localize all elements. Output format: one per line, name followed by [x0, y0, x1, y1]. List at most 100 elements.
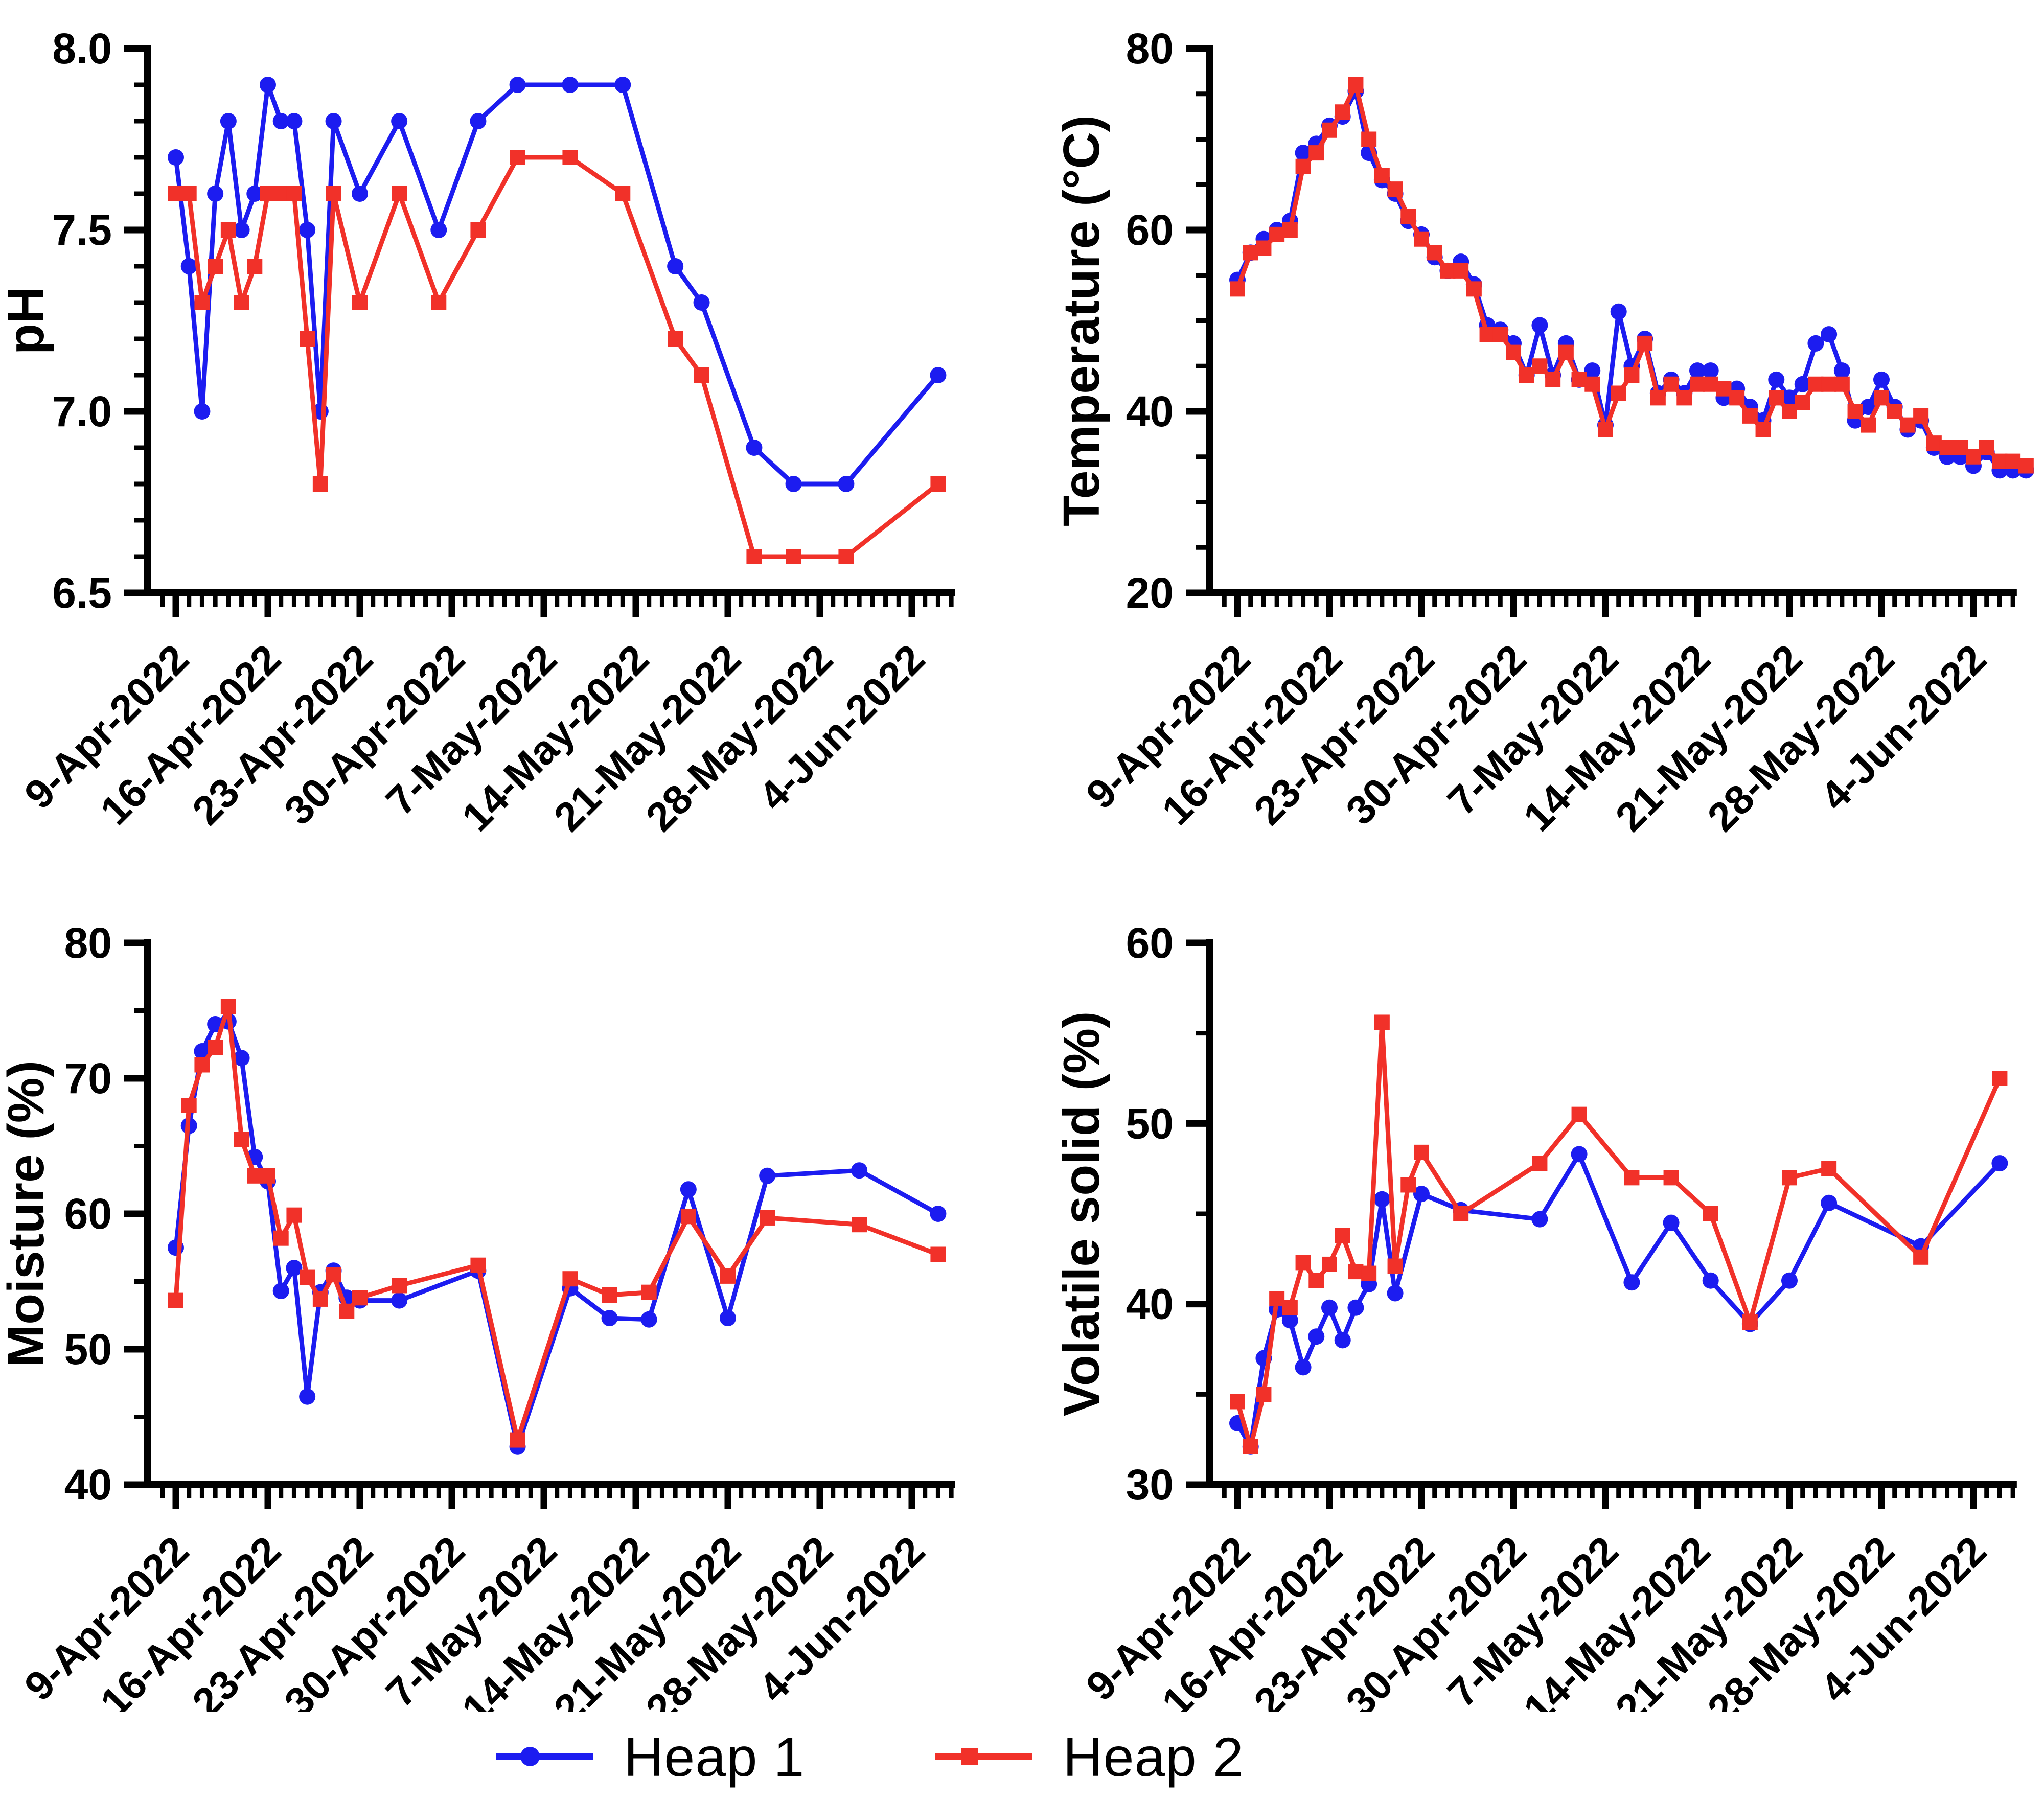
data-point-circle	[1308, 1328, 1325, 1345]
data-point-square	[680, 1209, 696, 1225]
ph-y-axis-title: pH	[0, 287, 55, 355]
data-point-square	[1887, 404, 1902, 419]
ph-chart: 6.57.07.58.09-Apr-202216-Apr-202223-Apr-…	[0, 25, 955, 840]
data-point-square	[1400, 1177, 1416, 1193]
data-point-circle	[1373, 1191, 1390, 1208]
data-point-square	[930, 476, 946, 492]
data-point-square	[1979, 440, 1994, 455]
data-point-square	[220, 999, 236, 1014]
data-point-circle	[220, 113, 237, 129]
volatile-solid-panel: 30 40 50 60 9-Apr-2022 16-Apr-2022 23-Apr-2022…	[1022, 869, 2044, 1712]
data-point-square	[668, 331, 683, 347]
data-point-square	[260, 186, 275, 201]
data-point-square	[1321, 1256, 1337, 1272]
series-line	[1235, 82, 2027, 468]
data-point-square	[1519, 367, 1534, 383]
moisture-y-axis-title: Moisture (%)	[0, 1060, 55, 1367]
data-point-circle	[1531, 1211, 1548, 1228]
data-point-square	[234, 1132, 249, 1147]
legend-label-heap-2: Heap 2	[1063, 1725, 1244, 1788]
data-point-square	[234, 295, 249, 310]
moisture-y-tick-label: 70	[64, 1054, 112, 1102]
series-line	[1235, 88, 2026, 473]
data-point-square	[1847, 404, 1863, 419]
data-point-square	[392, 1278, 407, 1294]
data-point-circle	[194, 403, 211, 420]
data-point-square	[1295, 158, 1311, 174]
data-point-square	[1269, 226, 1285, 242]
data-point-circle	[562, 77, 579, 93]
data-point-circle	[838, 476, 855, 492]
ph-series-heap-1	[168, 77, 947, 492]
legend-square	[960, 1748, 978, 1765]
temperature-y-tick-label: 40	[1126, 387, 1174, 435]
chart-grid: 6.5 7.0 7.5 8.0 9-Apr-2022 16-Apr-2022 23-Apr-…	[0, 25, 2044, 1712]
data-point-circle	[233, 222, 250, 238]
data-point-square	[1729, 390, 1745, 406]
volatile_solid-y-axis-title: Volatile solid (%)	[1053, 1011, 1110, 1417]
volatile_solid-y-tick-label: 30	[1126, 1461, 1174, 1509]
data-point-circle	[1689, 362, 1706, 379]
data-point-square	[300, 1269, 315, 1285]
data-point-square	[286, 186, 302, 201]
ph-y-tick-label: 7.0	[52, 387, 112, 435]
data-point-circle	[1794, 376, 1811, 392]
data-point-circle	[1413, 1186, 1430, 1203]
data-point-square	[470, 1257, 486, 1273]
legend-item-heap-2: Heap 2	[933, 1725, 1244, 1789]
data-point-circle	[207, 186, 224, 202]
moisture-y-tick-label: 80	[64, 919, 112, 967]
data-point-square	[312, 476, 328, 492]
data-point-circle	[1387, 1285, 1404, 1302]
data-point-square	[1900, 417, 1916, 433]
data-point-square	[181, 1098, 197, 1113]
volatile_solid-series-heap-2	[1230, 1014, 2008, 1454]
data-point-circle	[667, 258, 684, 274]
data-point-square	[1663, 1170, 1679, 1186]
data-point-square	[431, 295, 447, 310]
volatile_solid-series-heap-1	[1229, 1146, 2008, 1455]
heap-1-marker-svg	[496, 1747, 593, 1766]
data-point-square	[392, 186, 407, 201]
data-point-square	[1256, 240, 1272, 256]
data-point-circle	[785, 476, 802, 492]
data-point-square	[1230, 281, 1245, 297]
moisture-y-tick-label: 60	[64, 1190, 112, 1238]
moisture-series-heap-2	[168, 999, 946, 1448]
data-point-square	[1492, 327, 1508, 342]
data-point-circle	[693, 294, 710, 311]
data-point-square	[1321, 122, 1337, 138]
moisture-chart: 40506070809-Apr-202216-Apr-202223-Apr-20…	[0, 919, 955, 1712]
data-point-square	[2018, 458, 2034, 474]
data-point-square	[2005, 453, 2021, 469]
data-point-square	[1913, 408, 1929, 424]
data-point-square	[1689, 376, 1705, 392]
data-point-square	[1663, 376, 1679, 392]
data-point-circle	[1531, 317, 1548, 334]
data-point-circle	[1781, 1272, 1798, 1289]
temperature-y-tick-label: 80	[1126, 25, 1174, 73]
legend-circle	[520, 1747, 540, 1766]
data-point-circle	[1991, 1155, 2008, 1172]
data-point-square	[247, 1168, 263, 1184]
data-point-square	[1413, 231, 1429, 247]
data-point-square	[1873, 390, 1889, 406]
data-point-square	[1243, 1439, 1258, 1454]
data-point-square	[300, 331, 315, 347]
data-point-circle	[1807, 335, 1824, 352]
data-point-square	[352, 1290, 368, 1306]
data-point-square	[838, 549, 854, 564]
temperature-chart: 204060809-Apr-202216-Apr-202223-Apr-2022…	[1053, 25, 2034, 840]
data-point-square	[208, 259, 223, 274]
data-point-circle	[601, 1310, 618, 1327]
data-point-square	[1834, 376, 1850, 392]
data-point-circle	[1610, 303, 1627, 320]
data-point-square	[339, 1303, 355, 1319]
temperature-series-heap-2	[1230, 77, 2034, 474]
volatile_solid-y-tick-label: 40	[1126, 1280, 1174, 1328]
data-point-square	[1479, 327, 1495, 342]
data-point-square	[1532, 1156, 1548, 1171]
data-point-square	[786, 549, 801, 564]
data-point-square	[1387, 181, 1403, 197]
